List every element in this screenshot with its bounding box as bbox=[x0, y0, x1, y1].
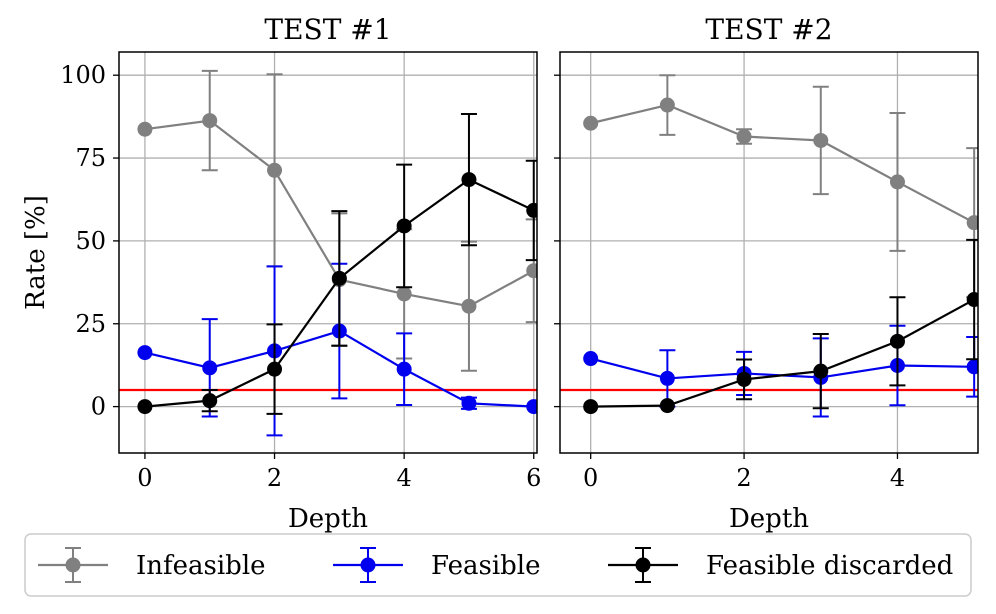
legend-frame bbox=[24, 533, 972, 597]
data-point-infeasible-2 bbox=[267, 162, 283, 178]
y-tick-label-25: 25 bbox=[75, 310, 106, 338]
data-point-infeasible-5 bbox=[461, 298, 477, 314]
chart-title: TEST #1 bbox=[264, 13, 391, 46]
series-feasible-discarded bbox=[583, 238, 978, 415]
x-tick-label-2: 2 bbox=[736, 464, 751, 492]
legend-item-infeasible: Infeasible bbox=[38, 547, 266, 583]
data-point-infeasible-5 bbox=[966, 215, 978, 231]
series-feasible bbox=[583, 324, 978, 418]
panel-test-2: 0 2 4 TEST #2 Depth bbox=[554, 13, 979, 534]
data-point-feasible-5 bbox=[966, 359, 978, 375]
plot-area bbox=[583, 74, 978, 418]
legend-marker bbox=[65, 557, 81, 573]
legend-marker bbox=[635, 557, 651, 573]
plot-area bbox=[137, 69, 537, 437]
legend-item-feasible: Feasible bbox=[333, 547, 541, 583]
y-tick-label-100: 100 bbox=[60, 61, 106, 89]
legend-label: Feasible discarded bbox=[706, 551, 953, 581]
series-feasible-discarded bbox=[137, 112, 537, 415]
data-point-feasible-0 bbox=[137, 345, 153, 361]
data-point-infeasible-1 bbox=[202, 113, 218, 129]
data-point-feasible-4 bbox=[396, 361, 412, 377]
y-axis-label: Rate [%] bbox=[21, 195, 51, 310]
series-line-infeasible bbox=[590, 103, 975, 224]
data-point-infeasible-1 bbox=[659, 97, 675, 113]
data-point-infeasible-0 bbox=[583, 115, 599, 131]
data-point-feasible-discarded-2 bbox=[736, 371, 752, 387]
chart-title: TEST #2 bbox=[705, 13, 832, 46]
y-tick-label-50: 50 bbox=[75, 227, 106, 255]
data-point-feasible-discarded-5 bbox=[461, 172, 477, 188]
legend: Infeasible Feasible Feasible discarded bbox=[24, 533, 972, 597]
data-point-feasible-1 bbox=[202, 360, 218, 376]
data-point-feasible-discarded-0 bbox=[583, 399, 599, 415]
data-point-feasible-discarded-0 bbox=[137, 399, 153, 415]
y-tick-label-75: 75 bbox=[75, 144, 106, 172]
series-line-feasible-discarded bbox=[590, 298, 975, 408]
data-point-feasible-1 bbox=[659, 370, 675, 386]
data-point-feasible-discarded-3 bbox=[331, 270, 347, 286]
data-point-infeasible-3 bbox=[813, 132, 829, 148]
data-point-infeasible-2 bbox=[736, 129, 752, 145]
legend-label: Infeasible bbox=[136, 551, 266, 581]
data-point-feasible-discarded-4 bbox=[396, 218, 412, 234]
data-point-infeasible-0 bbox=[137, 121, 153, 137]
axes-frame bbox=[559, 51, 979, 454]
x-axis-label: Depth bbox=[729, 504, 809, 534]
x-tick-label-2: 2 bbox=[267, 464, 282, 492]
data-point-feasible-discarded-4 bbox=[889, 333, 905, 349]
x-tick-label-4: 4 bbox=[890, 464, 905, 492]
data-point-feasible-discarded-3 bbox=[813, 363, 829, 379]
data-point-infeasible-4 bbox=[889, 174, 905, 190]
x-tick-label-4: 4 bbox=[397, 464, 412, 492]
x-axis-label: Depth bbox=[288, 504, 368, 534]
data-point-feasible-discarded-6 bbox=[526, 202, 537, 218]
data-point-feasible-discarded-2 bbox=[267, 361, 283, 377]
data-point-feasible-5 bbox=[461, 395, 477, 411]
x-tick-label-0: 0 bbox=[137, 464, 152, 492]
data-point-feasible-0 bbox=[583, 351, 599, 367]
data-point-infeasible-4 bbox=[396, 286, 412, 302]
data-point-feasible-discarded-1 bbox=[659, 398, 675, 414]
legend-label: Feasible bbox=[431, 551, 541, 581]
data-point-feasible-discarded-5 bbox=[966, 292, 978, 308]
legend-item-feasible-discarded: Feasible discarded bbox=[608, 547, 953, 583]
y-tick-label-0: 0 bbox=[91, 393, 106, 421]
data-point-feasible-6 bbox=[526, 399, 537, 415]
data-point-infeasible-6 bbox=[526, 263, 537, 279]
x-tick-label-0: 0 bbox=[583, 464, 598, 492]
data-point-feasible-discarded-1 bbox=[202, 393, 218, 409]
series-infeasible bbox=[137, 69, 537, 372]
legend-marker bbox=[360, 557, 376, 573]
x-tick-label-6: 6 bbox=[526, 464, 541, 492]
series-infeasible bbox=[583, 74, 978, 299]
axes-frame bbox=[118, 51, 538, 454]
panel-test-1: 0 2 4 6 0 25 50 75 100 TEST #1 Depth Rate [%] bbox=[21, 13, 541, 534]
